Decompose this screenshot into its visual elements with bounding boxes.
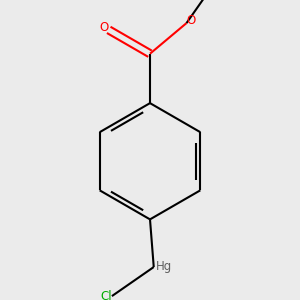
Text: O: O [187,14,196,27]
Text: Cl: Cl [101,290,112,300]
Text: O: O [99,21,109,34]
Text: Hg: Hg [156,260,172,273]
